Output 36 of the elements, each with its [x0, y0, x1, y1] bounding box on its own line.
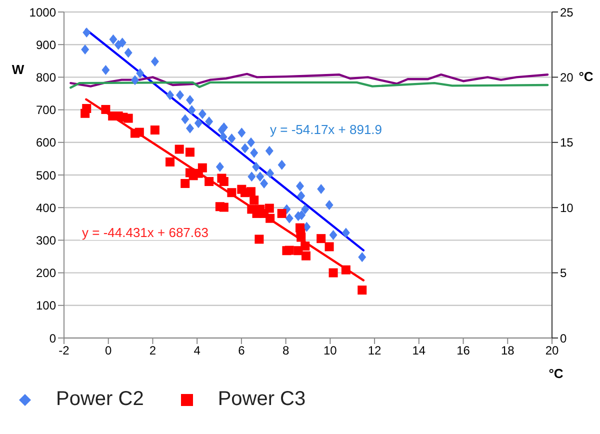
y-tick-label: 200 — [36, 266, 56, 280]
legend-label: Power C2 — [56, 388, 144, 411]
y2-tick-label: 0 — [560, 331, 567, 346]
annotation: y = -54.17x + 891.9 — [268, 122, 384, 137]
y-tick-label: 600 — [36, 136, 56, 150]
x-tick-label: 8 — [282, 344, 290, 358]
y-tick-label: 400 — [36, 200, 56, 215]
y2-tick-label: 25 — [560, 5, 574, 20]
x-tick-label: 12 — [368, 344, 382, 358]
x-tick-label: 10 — [324, 344, 338, 358]
x-tick-label: 20 — [545, 344, 559, 358]
y2-tick-label: 15 — [560, 136, 574, 150]
legend-label: Power C3 — [218, 388, 306, 411]
x-tick-label: 0 — [105, 344, 112, 358]
y2-axis-title: °C — [578, 69, 594, 84]
annotation: y = -44.431x + 687.63 — [80, 225, 210, 240]
y2-tick-label: 5 — [560, 266, 567, 280]
y-tick-label: 300 — [36, 233, 56, 248]
x-axis-title: °C — [548, 366, 564, 381]
y-tick-label: 100 — [36, 298, 56, 313]
x-tick-label: 4 — [194, 344, 201, 358]
y-tick-label: 0 — [49, 331, 56, 346]
y-tick-label: 1000 — [29, 5, 56, 20]
x-tick-label: 6 — [238, 344, 246, 358]
y-tick-label: 700 — [36, 103, 56, 118]
y-axis-title: W — [12, 62, 25, 77]
x-tick-label: 14 — [412, 344, 426, 358]
y-tick-label: 900 — [36, 38, 56, 52]
y-tick-label: 500 — [36, 168, 56, 182]
x-tick-label: 18 — [500, 344, 515, 358]
y2-tick-label: 20 — [560, 70, 574, 84]
x-tick-label: 2 — [149, 344, 156, 358]
x-tick-label: 16 — [456, 344, 470, 358]
y-tick-label: 800 — [36, 70, 56, 84]
x-tick-label: -2 — [58, 344, 70, 358]
y2-tick-label: 10 — [560, 200, 574, 215]
